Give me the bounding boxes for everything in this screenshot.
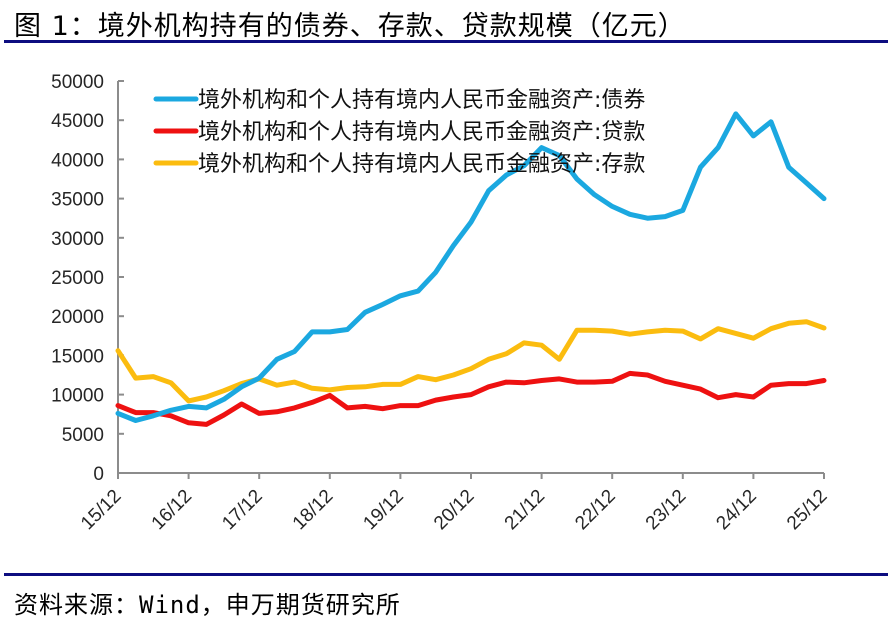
y-tick-label: 40000 [51, 150, 104, 171]
y-tick-label: 25000 [51, 268, 104, 289]
x-tick-label: 19/12 [359, 486, 407, 534]
legend-label: 境外机构和个人持有境内人民币金融资产:债券 [198, 88, 645, 113]
y-tick-label: 35000 [51, 190, 104, 211]
source-note: 资料来源：Wind，申万期货研究所 [14, 591, 401, 619]
x-tick-label: 23/12 [642, 486, 690, 534]
x-tick-label: 15/12 [77, 486, 125, 534]
series-line-0 [115, 111, 827, 423]
x-tick-label: 18/12 [289, 486, 337, 534]
y-tick-label: 10000 [51, 386, 104, 407]
x-tick-label: 16/12 [148, 486, 196, 534]
y-axis: 0 5000 10000 15000 20000 25000 30000 35000 40000… [51, 72, 124, 485]
legend-label: 境外机构和个人持有境内人民币金融资产:存款 [198, 152, 645, 177]
series-line-2 [115, 319, 827, 404]
x-tick-label: 20/12 [430, 486, 478, 534]
y-tick-label: 0 [93, 464, 104, 485]
footer-divider [4, 573, 888, 576]
title-divider [4, 40, 888, 43]
x-tick-label: 25/12 [783, 486, 831, 534]
figure-title: 图 1：境外机构持有的债券、存款、贷款规模（亿元） [14, 11, 686, 42]
y-tick-label: 50000 [51, 72, 104, 93]
x-tick-label: 22/12 [571, 486, 619, 534]
series-line-1 [115, 370, 827, 427]
series-lines [115, 111, 827, 427]
y-tick-label: 30000 [51, 229, 104, 250]
legend: 境外机构和个人持有境内人民币金融资产:债券境外机构和个人持有境内人民币金融资产:… [153, 88, 645, 177]
x-tick-label: 21/12 [501, 486, 549, 534]
y-tick-label: 20000 [51, 307, 104, 328]
x-tick-label: 17/12 [218, 486, 266, 534]
y-tick-label: 15000 [51, 346, 104, 367]
y-tick-label: 5000 [62, 425, 104, 446]
x-tick-label: 24/12 [712, 486, 760, 534]
y-tick-label: 45000 [51, 111, 104, 132]
x-axis: 15/12 16/12 17/12 18/12 19/12 20/12 21/12 22/12… [77, 472, 832, 534]
legend-label: 境外机构和个人持有境内人民币金融资产:贷款 [198, 120, 645, 145]
